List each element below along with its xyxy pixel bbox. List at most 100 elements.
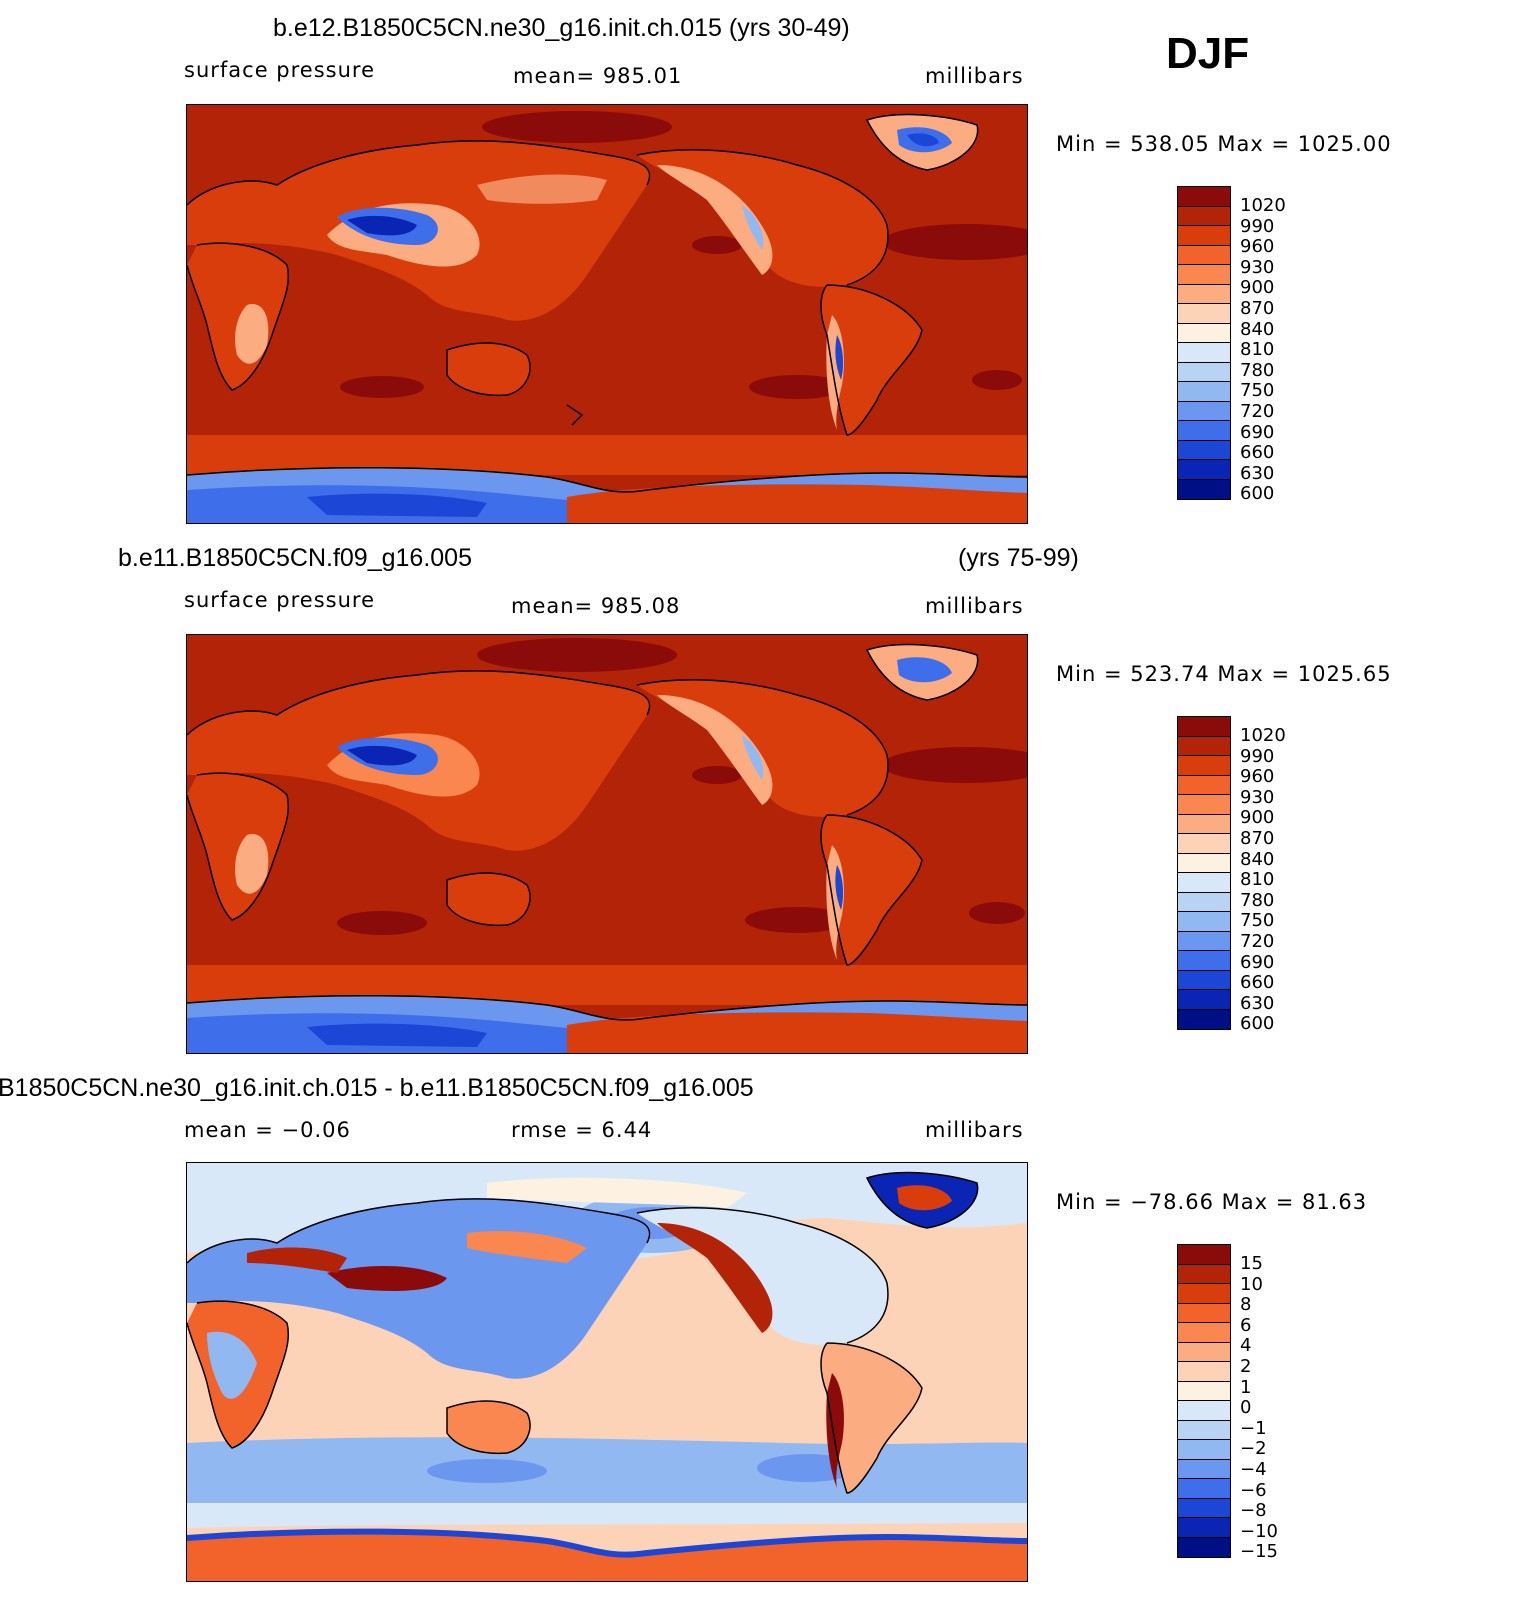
colorbar-label: 960: [1240, 236, 1275, 258]
colorbar-swatch: [1178, 1381, 1230, 1401]
colorbar-label: 630: [1240, 462, 1275, 484]
colorbar-label: 990: [1240, 745, 1275, 767]
panel3-title: B1850C5CN.ne30_g16.init.ch.015 - b.e11.B…: [0, 1074, 754, 1102]
colorbar-swatch: [1178, 717, 1230, 737]
colorbar-label: 750: [1240, 910, 1275, 932]
colorbar-swatch: [1178, 775, 1230, 795]
colorbar-swatch: [1178, 265, 1230, 285]
panel3-minmax: Min = −78.66 Max = 81.63: [1056, 1190, 1368, 1214]
panel1-title: b.e12.B1850C5CN.ne30_g16.init.ch.015 (yr…: [273, 14, 850, 42]
colorbar-label: 780: [1240, 359, 1275, 381]
colorbar-label: 660: [1240, 442, 1275, 464]
colorbar-label: 15: [1240, 1253, 1263, 1274]
colorbar-label: −8: [1240, 1500, 1267, 1522]
colorbar-swatch: [1178, 460, 1230, 480]
colorbar-swatch: [1178, 206, 1230, 226]
colorbar-swatch: [1178, 187, 1230, 207]
colorbar-swatch: [1178, 834, 1230, 854]
colorbar-swatch: [1178, 1284, 1230, 1304]
colorbar-swatch: [1178, 382, 1230, 402]
panel1-minmax: Min = 538.05 Max = 1025.00: [1056, 132, 1392, 156]
colorbar-label: −6: [1240, 1479, 1267, 1501]
colorbar-label: 990: [1240, 215, 1275, 237]
colorbar-swatch: [1178, 1342, 1230, 1362]
colorbar-swatch: [1178, 756, 1230, 776]
colorbar-label: 2: [1240, 1355, 1252, 1377]
colorbar-label: 720: [1240, 930, 1275, 952]
colorbar-swatch: [1178, 1537, 1230, 1557]
colorbar-label: 780: [1240, 889, 1275, 911]
colorbar-swatch: [1178, 1245, 1230, 1265]
colorbar-label: 900: [1240, 277, 1275, 299]
colorbar-label: 660: [1240, 972, 1275, 994]
colorbar-swatch: [1178, 892, 1230, 912]
season-label: DJF: [1166, 29, 1250, 78]
panel2-variable: surface pressure: [184, 588, 375, 612]
colorbar-label: 600: [1240, 483, 1275, 505]
panel2-colorbar: [1177, 716, 1231, 1030]
panel3-units: millibars: [925, 1118, 1024, 1142]
colorbar-swatch: [1178, 795, 1230, 815]
colorbar-label: 630: [1240, 992, 1275, 1014]
colorbar-swatch: [1178, 421, 1230, 441]
panel1-colorbar: [1177, 186, 1231, 500]
panel1-colorbar-labels: 1020 990 960 930 900 870 840 810 780 750 720 690 660…: [1240, 195, 1286, 505]
panel2-years: (yrs 75-99): [958, 544, 1079, 572]
colorbar-label: −1: [1240, 1417, 1267, 1439]
panel3-colorbar: [1177, 1244, 1231, 1558]
colorbar-label: 810: [1240, 869, 1275, 891]
panel3-map: [186, 1162, 1028, 1582]
colorbar-label: 690: [1240, 421, 1275, 443]
colorbar-swatch: [1178, 1518, 1230, 1538]
panel2-title: b.e11.B1850C5CN.f09_g16.005: [118, 544, 472, 572]
colorbar-swatch: [1178, 343, 1230, 363]
panel1-variable: surface pressure: [184, 58, 375, 82]
colorbar-swatch: [1178, 853, 1230, 873]
colorbar-label: 8: [1240, 1294, 1252, 1316]
panel2-mean: mean= 985.08: [511, 594, 681, 618]
panel1-units: millibars: [925, 64, 1024, 88]
colorbar-swatch: [1178, 873, 1230, 893]
panel3-mean: mean = −0.06: [184, 1118, 351, 1142]
panel1-mean: mean= 985.01: [513, 64, 683, 88]
colorbar-label: 600: [1240, 1013, 1275, 1035]
colorbar-swatch: [1178, 304, 1230, 324]
colorbar-swatch: [1178, 931, 1230, 951]
colorbar-swatch: [1178, 323, 1230, 343]
colorbar-swatch: [1178, 1420, 1230, 1440]
colorbar-label: 1020: [1240, 195, 1286, 216]
colorbar-label: −10: [1240, 1520, 1278, 1542]
colorbar-label: 960: [1240, 766, 1275, 788]
colorbar-swatch: [1178, 226, 1230, 246]
panel2-map: [186, 634, 1028, 1054]
colorbar-swatch: [1178, 1479, 1230, 1499]
colorbar-swatch: [1178, 970, 1230, 990]
colorbar-label: 750: [1240, 380, 1275, 402]
colorbar-swatch: [1178, 440, 1230, 460]
colorbar-swatch: [1178, 736, 1230, 756]
colorbar-label: 4: [1240, 1335, 1252, 1357]
colorbar-label: −4: [1240, 1458, 1267, 1480]
colorbar-swatch: [1178, 479, 1230, 499]
colorbar-swatch: [1178, 1401, 1230, 1421]
colorbar-label: 0: [1240, 1397, 1252, 1419]
colorbar-swatch: [1178, 1440, 1230, 1460]
colorbar-label: 690: [1240, 951, 1275, 973]
colorbar-swatch: [1178, 814, 1230, 834]
colorbar-swatch: [1178, 1303, 1230, 1323]
panel2-colorbar-labels: 1020 990 960 930 900 870 840 810 780 750 720 690 660…: [1240, 725, 1286, 1035]
colorbar-label: 930: [1240, 786, 1275, 808]
colorbar-swatch: [1178, 1009, 1230, 1029]
colorbar-swatch: [1178, 1498, 1230, 1518]
colorbar-swatch: [1178, 1459, 1230, 1479]
colorbar-label: 10: [1240, 1273, 1263, 1295]
colorbar-swatch: [1178, 284, 1230, 304]
colorbar-swatch: [1178, 401, 1230, 421]
panel3-colorbar-labels: 15 10 8 6 4 2 1 0 −1 −2 −4 −6 −8 −10 −15: [1240, 1253, 1278, 1563]
colorbar-swatch: [1178, 245, 1230, 265]
colorbar-label: −15: [1240, 1541, 1278, 1563]
colorbar-label: 930: [1240, 256, 1275, 278]
colorbar-swatch: [1178, 362, 1230, 382]
colorbar-swatch: [1178, 1362, 1230, 1382]
colorbar-label: 840: [1240, 318, 1275, 340]
